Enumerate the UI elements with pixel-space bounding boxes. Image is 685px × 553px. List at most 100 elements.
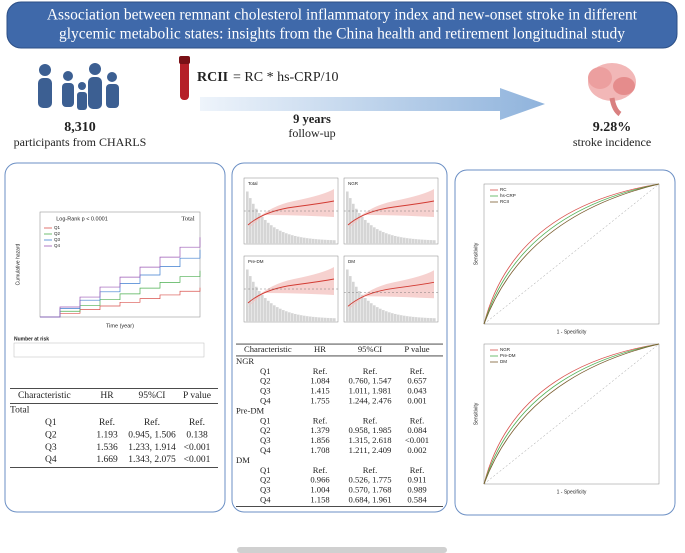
histogram-bar xyxy=(382,232,385,244)
title-box xyxy=(6,1,678,49)
histogram-bar xyxy=(333,318,336,322)
histogram-bar xyxy=(373,305,376,322)
histogram-bar xyxy=(364,297,367,322)
table-cell: <0.001 xyxy=(405,435,429,445)
histogram-bar xyxy=(355,208,358,244)
histogram-bar xyxy=(315,239,318,244)
incidence-label: stroke incidence xyxy=(573,135,651,149)
histogram-bar xyxy=(358,291,361,322)
table-cell: 0.138 xyxy=(186,430,208,440)
histogram-bar xyxy=(349,276,352,322)
roc-curve xyxy=(483,183,660,325)
histogram-bar xyxy=(349,198,352,244)
timeline-arrow xyxy=(200,88,545,120)
table-row-label: Q2 xyxy=(45,430,57,440)
spline-curve xyxy=(247,278,335,304)
middle-panel xyxy=(231,162,448,513)
histogram-bar xyxy=(255,208,258,244)
histogram-bar xyxy=(367,300,370,322)
histogram-bar xyxy=(303,315,306,322)
ci-band xyxy=(348,189,434,229)
table-cell: 0.945, 1.506 xyxy=(128,430,176,440)
histogram-bar xyxy=(279,230,282,244)
histogram-bar xyxy=(430,240,433,244)
histogram-bar xyxy=(249,198,252,244)
histogram-bar xyxy=(327,239,330,244)
histogram-bar xyxy=(306,238,309,244)
histogram-bar xyxy=(388,312,391,322)
histogram-bar xyxy=(267,222,270,244)
histogram-bar xyxy=(291,313,294,322)
histogram-bar xyxy=(391,313,394,322)
histogram-bar xyxy=(330,318,333,322)
table-row-label: Q2 xyxy=(260,475,271,485)
table-cell: 1.536 xyxy=(96,443,118,453)
histogram-bar xyxy=(318,239,321,244)
histogram-bar xyxy=(400,237,403,244)
table-cell: 0.657 xyxy=(407,376,427,386)
km-xlabel: Time (year) xyxy=(106,323,134,329)
histogram-bar xyxy=(264,219,267,244)
histogram-bar xyxy=(270,303,273,322)
table-row-label: Q1 xyxy=(260,465,271,475)
legend-label: NGR xyxy=(500,347,511,352)
km-curve xyxy=(40,270,201,318)
table-cell: Ref. xyxy=(410,366,425,376)
km-ylabel: Cumulative hazard xyxy=(15,243,21,285)
histogram-bar xyxy=(288,312,291,322)
histogram-bar xyxy=(255,286,258,322)
histogram-bar xyxy=(424,317,427,322)
spline-label: NGR xyxy=(348,181,359,186)
table-cell: Ref. xyxy=(410,415,425,425)
spline-label: DM xyxy=(348,259,355,264)
table-cell: 1.315, 2.618 xyxy=(349,435,392,445)
histogram-bar xyxy=(327,317,330,322)
roc-xlabel: 1 - Specificity xyxy=(557,329,587,335)
table-group: NGR xyxy=(236,356,254,366)
histogram-bar xyxy=(346,269,349,322)
legend-label: DM xyxy=(500,359,507,364)
table-row-label: Q4 xyxy=(260,395,271,405)
table-cell: 0.570, 1.768 xyxy=(349,485,392,495)
histogram-bar xyxy=(421,239,424,244)
table-header: HR xyxy=(314,344,326,354)
histogram-bar xyxy=(264,297,267,322)
histogram-bar xyxy=(412,238,415,244)
table-cell: 1.084 xyxy=(310,376,330,386)
histogram-bar xyxy=(376,229,379,244)
histogram-bar xyxy=(364,219,367,244)
histogram-bar xyxy=(370,303,373,322)
histogram-bar xyxy=(430,318,433,322)
table-cell: 0.760, 1.547 xyxy=(349,376,393,386)
table-row-label: Q2 xyxy=(260,376,271,386)
ci-band xyxy=(348,270,434,311)
table-cell: Ref. xyxy=(313,366,328,376)
ci-band xyxy=(248,189,334,229)
histogram-bar xyxy=(391,235,394,244)
histogram-bar xyxy=(285,233,288,244)
spline-curve xyxy=(347,281,435,307)
histogram-bar xyxy=(300,315,303,322)
spline-label: Total xyxy=(248,181,258,186)
histogram-bar xyxy=(406,238,409,244)
histogram-bar xyxy=(270,225,273,244)
histogram-bar xyxy=(285,311,288,322)
histogram-bar xyxy=(315,317,318,322)
histogram-bar xyxy=(397,314,400,322)
histogram-bar xyxy=(321,317,324,322)
histogram-bar xyxy=(427,239,430,244)
histogram-bar xyxy=(388,234,391,244)
histogram-bar xyxy=(246,269,249,322)
km-annotation: Log-Rank p < 0.0001 xyxy=(56,216,108,222)
histogram-bar xyxy=(421,317,424,322)
histogram-bar xyxy=(424,239,427,244)
histogram-bar xyxy=(355,286,358,322)
formula-expression: = RC * hs-CRP/10 xyxy=(233,70,339,85)
table-row-label: Q3 xyxy=(45,443,57,453)
table-cell: 1.755 xyxy=(310,395,329,405)
table-cell: 1.244, 2.476 xyxy=(349,395,393,405)
brain-icon xyxy=(588,63,636,117)
table-row-label: Q1 xyxy=(45,418,57,428)
histogram-bar xyxy=(246,191,249,244)
people-icon xyxy=(38,63,119,110)
